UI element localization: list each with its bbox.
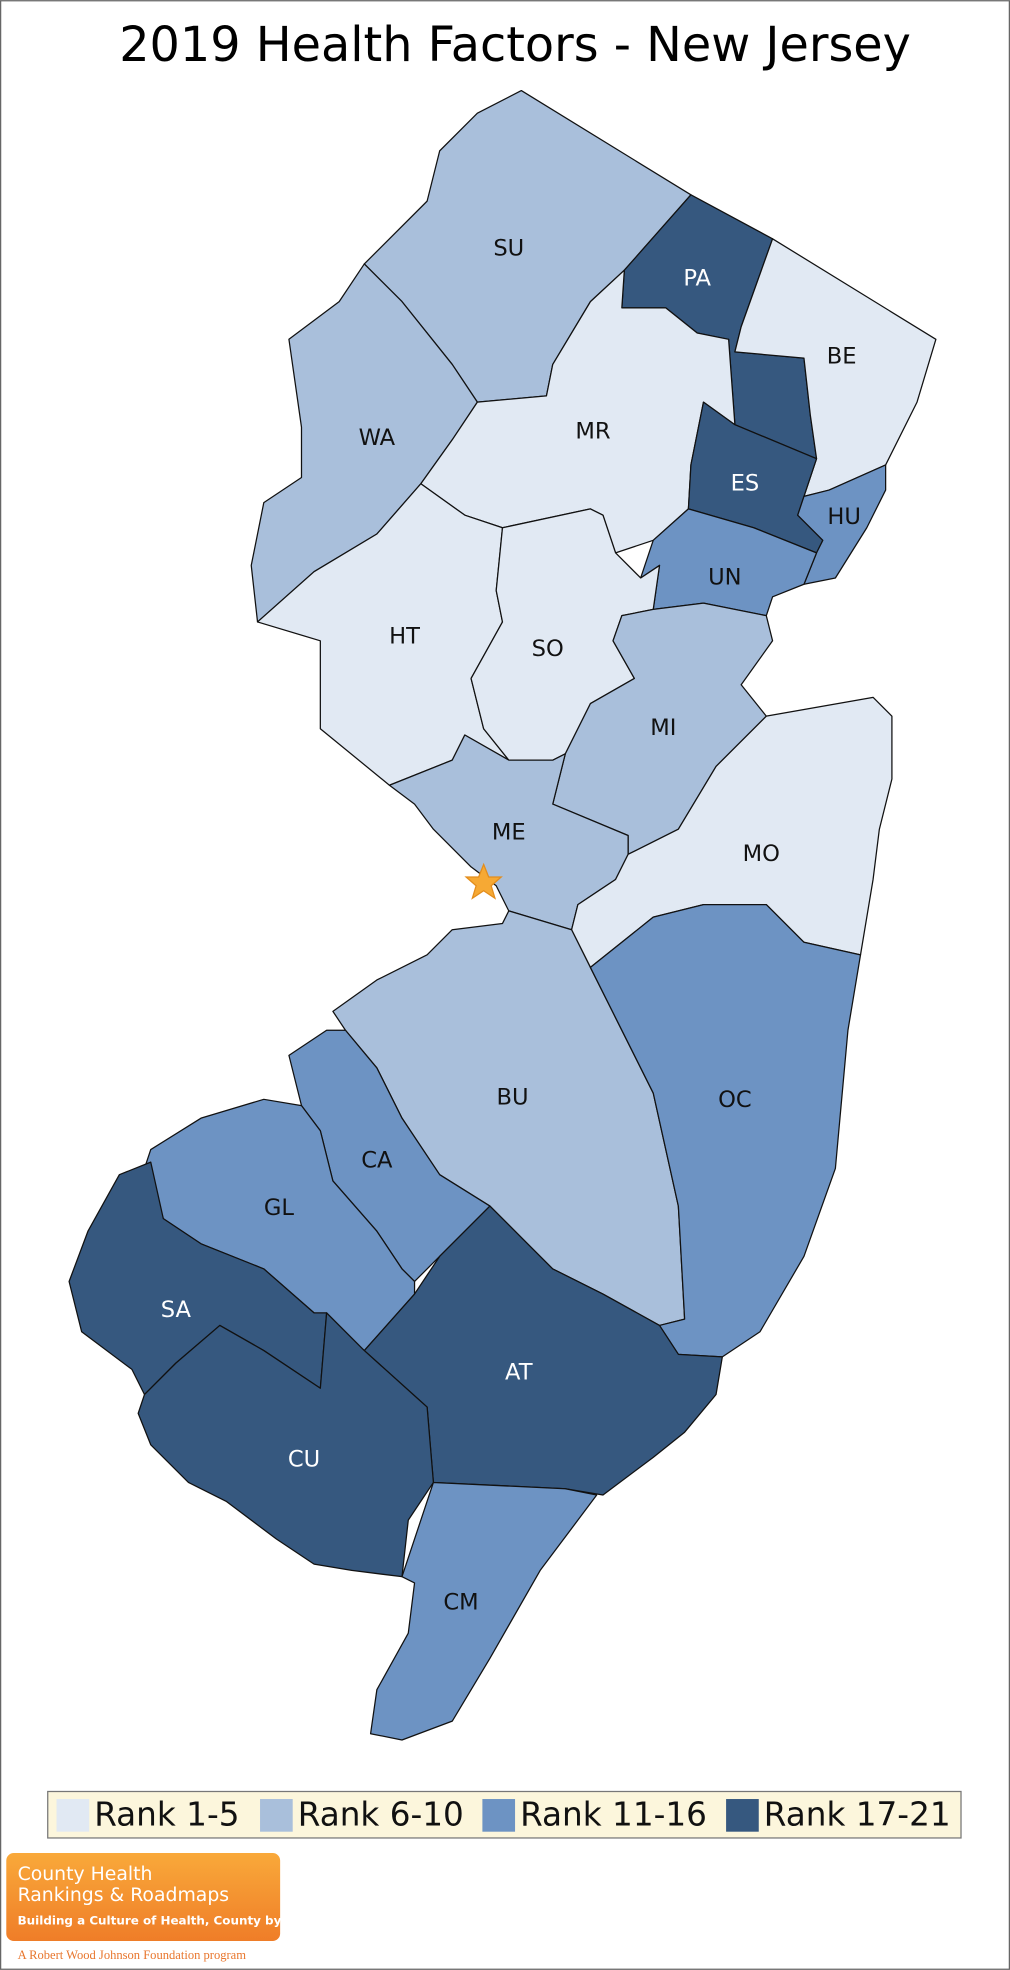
logo-text: Rankings & Roadmaps [18,1885,230,1906]
county-label: MR [575,419,611,445]
logo: County Health Rankings & Roadmaps Buildi… [6,1853,333,1962]
legend-swatch [482,1799,516,1832]
county-label: PA [683,266,711,292]
legend-label: Rank 17-21 [764,1796,951,1834]
county-labels: SU PA BE WA MR ES HU UN HT SO MI ME MO B… [161,235,861,1615]
county-label: ME [492,819,526,845]
county-label: CM [443,1590,478,1616]
county-label: MI [650,715,676,741]
legend-swatch [260,1799,293,1832]
county-shape [369,1481,598,1741]
county-label: WA [359,425,396,451]
logo-box [6,1853,281,1941]
capital-star [464,862,503,900]
legend-swatch [56,1799,90,1832]
counties [68,89,937,1741]
county-label: MO [743,841,780,867]
county-shape [137,1312,435,1578]
county-label: UN [708,564,741,590]
county-label: HU [827,504,861,530]
county-label: SU [493,235,524,261]
county-label: OC [718,1087,752,1113]
county-label: ES [731,470,760,496]
legend-label: Rank 11-16 [520,1796,707,1834]
county-label: CA [361,1147,393,1173]
county-label: AT [505,1360,533,1386]
county-label: CU [288,1446,320,1472]
county-label: SO [532,636,564,662]
title: 2019 Health Factors - New Jersey [119,18,911,73]
legend-swatch [726,1799,759,1832]
county-label: BU [497,1085,529,1111]
legend-label: Rank 1-5 [94,1796,239,1834]
county-label: BE [827,343,857,369]
legend: Rank 1-5 Rank 6-10 Rank 11-16 Rank 17-21 [47,1790,962,1839]
county-shape [589,903,862,1358]
legend-label: Rank 6-10 [298,1796,464,1834]
logo-text: County Health [18,1864,153,1885]
logo-foundation: A Robert Wood Johnson Foundation program [18,1948,247,1962]
county-label: GL [264,1195,295,1221]
logo-tagline: Building a Culture of Health, County by … [18,1913,334,1927]
county-label: SA [161,1297,192,1323]
county-label: HT [389,624,420,650]
